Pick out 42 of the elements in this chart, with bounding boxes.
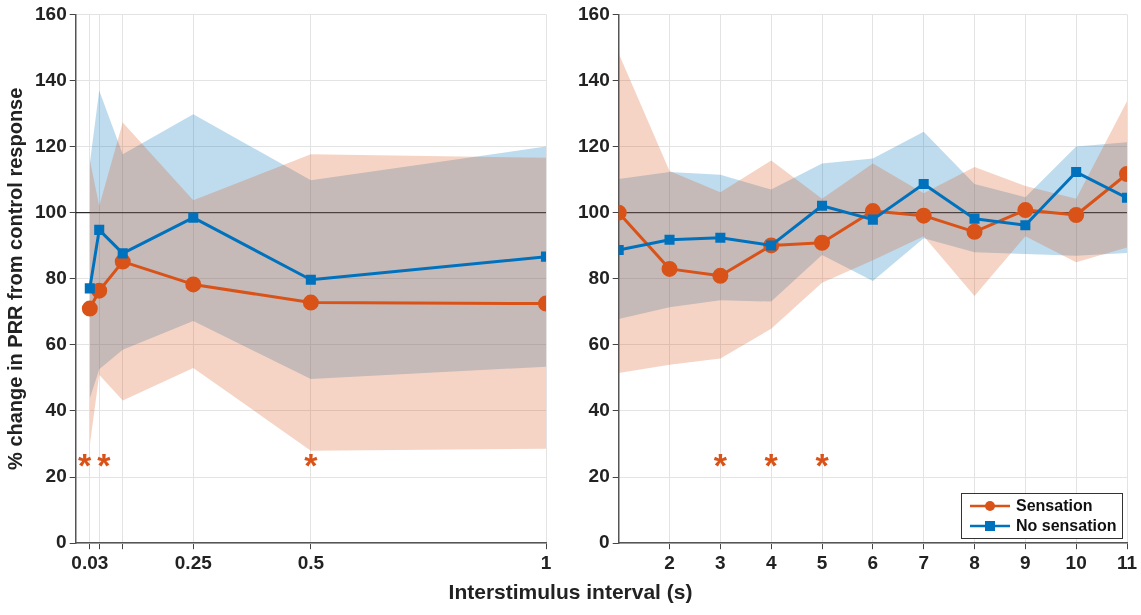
y-tick-label: 60: [588, 333, 610, 355]
y-tick-label: 100: [578, 200, 610, 222]
y-tick-label: 40: [45, 399, 67, 421]
x-tick-label: 5: [816, 551, 828, 573]
annotation: *: [764, 446, 779, 485]
legend-label: Sensation: [1016, 497, 1093, 516]
y-tick-label: 160: [35, 2, 67, 24]
y-tick-label: 20: [588, 465, 610, 487]
y-tick-label: 0: [56, 531, 67, 553]
annotation: *: [78, 446, 93, 485]
legend-label: No sensation: [1016, 517, 1117, 536]
annotation: *: [97, 446, 112, 485]
x-tick-label: 7: [918, 551, 929, 573]
y-tick-label: 140: [578, 68, 610, 90]
x-tick-label: 0.03: [71, 551, 109, 573]
x-tick-label: 11: [1116, 551, 1138, 573]
x-tick-label: 1: [540, 551, 552, 573]
y-tick-label: 60: [45, 333, 67, 355]
x-tick-label: 0.5: [297, 551, 325, 573]
x-tick-label: 10: [1065, 551, 1087, 573]
y-tick-label: 0: [599, 531, 610, 553]
x-tick-label: 8: [969, 551, 980, 573]
x-tick-label: 4: [765, 551, 777, 573]
y-tick-label: 140: [35, 68, 67, 90]
x-tick-label: 2: [664, 551, 675, 573]
y-tick-label: 120: [578, 134, 610, 156]
x-tick-label: 0.25: [174, 551, 213, 573]
y-axis-title: % change in PRR from control response: [3, 87, 26, 470]
annotation: *: [815, 446, 830, 485]
x-axis-title: Interstimulus interval (s): [447, 580, 694, 604]
y-tick-label: 160: [578, 2, 610, 24]
y-tick-label: 40: [588, 399, 610, 421]
annotation: *: [713, 446, 728, 485]
x-tick-label: 3: [715, 551, 726, 573]
x-tick-label: 6: [867, 551, 879, 573]
y-tick-label: 100: [35, 200, 67, 222]
y-tick-label: 80: [45, 267, 67, 289]
x-tick-label: 9: [1020, 551, 1031, 573]
y-tick-label: 20: [45, 465, 67, 487]
y-tick-label: 120: [35, 134, 67, 156]
annotation: *: [304, 446, 319, 485]
y-tick-label: 80: [588, 267, 610, 289]
